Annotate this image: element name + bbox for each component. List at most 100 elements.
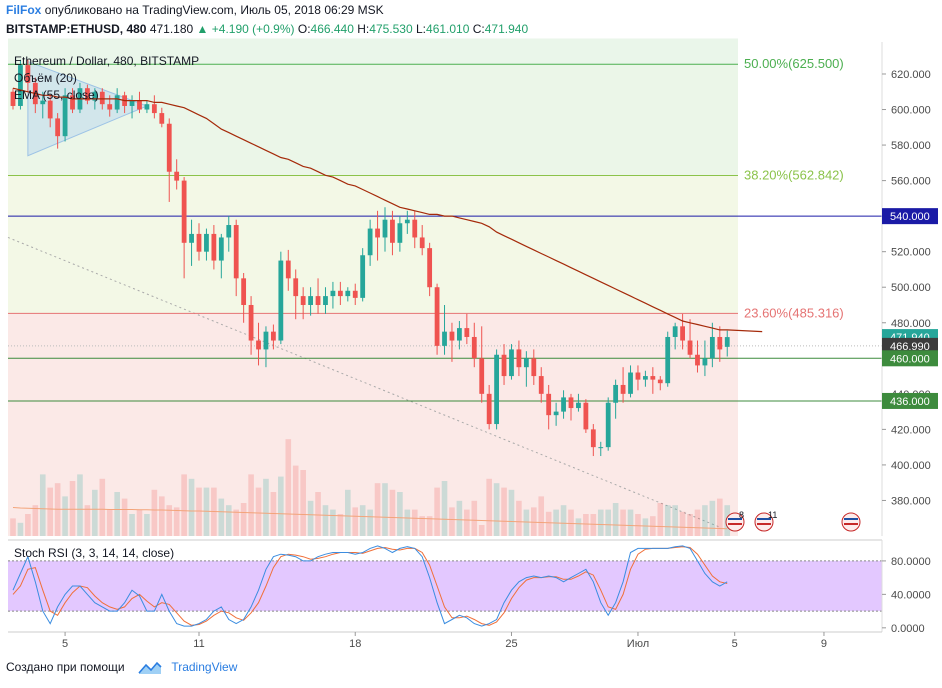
price-badge-label: 460.000 [890,353,930,365]
volume-bar [597,509,604,536]
volume-bar [508,489,515,536]
volume-bar [151,489,158,536]
candle-body [576,402,581,409]
candle-body [457,328,462,341]
candle-body [494,354,499,425]
volume-bar [292,465,299,536]
price-tick-label: 480.000 [891,318,931,330]
candle-body [263,331,269,350]
price-tick-label: 400.000 [891,460,931,472]
candle-body [226,225,232,238]
tradingview-logo-icon [138,661,162,674]
volume-bar [84,505,91,536]
candle-body [419,237,425,249]
time-tick-label: 5 [732,638,738,650]
candle-body [233,225,239,279]
price-tick-label: 620.000 [891,69,931,81]
volume-bar [173,507,180,536]
fib-zone-236 [8,313,738,536]
fib-zone-50 [8,64,738,176]
candle-body [605,402,611,448]
candle-body [509,349,514,377]
event-count: 8 [739,510,744,520]
candle-body [360,255,366,298]
candle-body [308,296,313,305]
volume-bar [330,509,336,536]
candle-body [10,91,16,106]
candle-body [55,118,61,137]
candle-body [427,248,433,288]
candle-body [643,376,648,380]
candle-body [137,100,142,110]
candle-body [538,376,544,394]
volume-bar [679,511,686,536]
volume-bar [225,505,232,536]
fib-zone-top [8,38,738,65]
volume-bar [47,487,53,536]
fib-level-label: 38.20%(562.842) [744,168,844,183]
high-value: 475.530 [369,22,413,36]
price-tick-label: 500.000 [891,282,931,294]
volume-bar [411,509,418,536]
volume-bar [642,518,649,536]
volume-bar [263,478,269,536]
volume-bar [121,498,128,536]
volume-bar [114,492,120,536]
candle-body [531,358,537,377]
fib-zone-382 [8,175,738,314]
candle-body [375,228,380,238]
stoch-band [8,560,882,612]
volume-bar [106,509,113,536]
volume-bar [188,478,195,536]
fib-level-label: 23.60%(485.316) [744,305,844,320]
candle-body [598,447,604,449]
candle-body [323,296,328,305]
volume-bar [635,514,641,536]
volume-bar [62,496,68,536]
trend-line [7,237,720,528]
author-name[interactable]: FilFox [6,3,42,17]
volume-bar [69,481,76,536]
candle-body [99,91,105,105]
volume-bar [181,474,187,536]
volume-bar [627,509,634,536]
volume-bar [523,509,530,536]
stoch-k-line [12,545,728,627]
candle-body [300,296,306,305]
candle-body [256,340,261,350]
footer: Создано при помощи TradingView [6,660,237,675]
symbol-line: BITSTAMP:ETHUSD, 480 471.180 ▲ +4.190 (+… [6,22,528,36]
candle-body [709,336,715,359]
volume-bar [404,509,411,536]
candle-body [18,65,23,106]
open-value: 466.440 [310,22,354,36]
event-flag-icon [725,512,745,532]
volume-bar [92,489,98,536]
candle-body [650,376,656,380]
stoch-tick-label: 80.0000 [891,556,931,568]
high-label: H: [357,22,370,36]
tradingview-link[interactable]: TradingView [171,660,238,674]
candle-body [390,219,395,243]
created-with-text: Создано при помощи [6,660,125,674]
volume-bar [255,487,262,536]
candle-body [278,260,284,341]
volume-bar [702,505,708,536]
event-count: 11 [768,510,777,520]
last-price: 471.180 [149,22,194,36]
volume-bar [196,487,202,536]
candle-body [330,290,336,297]
volume-bar [382,483,388,536]
volume-bar [620,509,626,536]
volume-bar [419,516,425,536]
candle-body [620,384,626,394]
publish-line: FilFox опубликовано на TradingView.com, … [6,3,384,17]
stoch-d-line [12,546,728,626]
candle-body [315,296,321,305]
candle-body [687,340,693,355]
volume-bar [367,509,373,536]
volume-bar [583,514,589,536]
low-label: L: [416,22,427,36]
candle-body [85,88,90,101]
